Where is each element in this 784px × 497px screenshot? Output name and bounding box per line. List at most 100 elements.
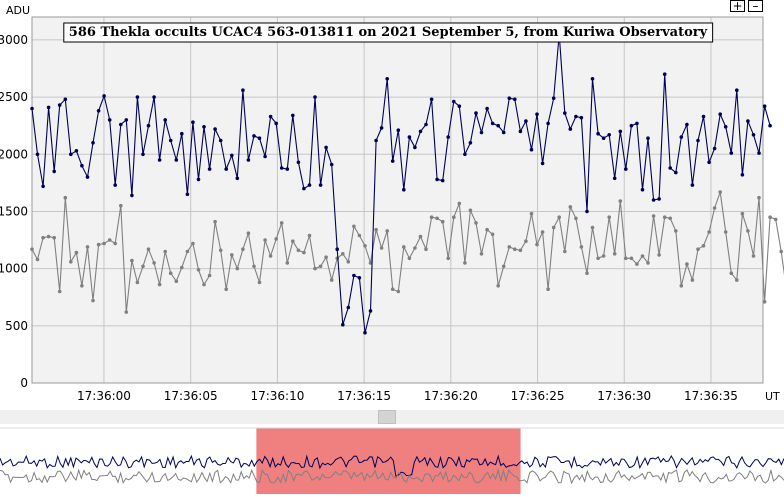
data-point-0 <box>402 187 406 192</box>
data-point-0 <box>413 145 417 150</box>
data-point-1 <box>307 233 312 238</box>
y-tick-label: 1500 <box>0 204 28 218</box>
chart-area: 0 500 1000 1500 2000 2500 3000 17:36:00 17:36:05… <box>0 0 784 403</box>
navigator-window[interactable] <box>256 428 521 494</box>
data-point-0 <box>513 97 517 102</box>
data-point-0 <box>35 152 40 157</box>
data-point-1 <box>191 241 195 246</box>
navigator-scroll-thumb[interactable] <box>378 410 396 424</box>
x-axis-label: UT <box>765 390 780 403</box>
data-point-1 <box>657 253 661 257</box>
data-point-0 <box>479 130 484 135</box>
data-point-1 <box>474 221 478 225</box>
data-point-0 <box>690 183 695 187</box>
data-point-1 <box>690 278 695 282</box>
data-point-1 <box>152 261 156 265</box>
data-point-0 <box>368 309 373 313</box>
navigator-svg[interactable] <box>0 410 784 497</box>
data-point-0 <box>674 170 678 175</box>
data-point-1 <box>230 253 234 257</box>
data-point-0 <box>246 158 251 162</box>
data-point-0 <box>207 167 212 171</box>
data-point-0 <box>180 131 184 136</box>
data-point-1 <box>96 242 101 247</box>
range-navigator[interactable] <box>0 410 784 497</box>
data-point-1 <box>635 262 639 266</box>
data-point-0 <box>318 183 323 187</box>
data-point-1 <box>685 262 689 266</box>
data-point-0 <box>274 121 279 126</box>
y-axis-label: ADU <box>6 4 30 17</box>
data-point-0 <box>568 127 573 131</box>
zoom-in-button[interactable]: + <box>730 0 745 12</box>
data-point-1 <box>485 227 489 232</box>
chart-title: 586 Thekla occults UCAC4 563-013811 on 2… <box>69 25 708 40</box>
data-point-1 <box>74 250 79 255</box>
data-point-0 <box>546 121 550 126</box>
data-point-1 <box>390 287 395 292</box>
data-point-1 <box>268 254 273 258</box>
data-point-1 <box>457 201 462 206</box>
zoom-out-button[interactable]: – <box>748 0 763 12</box>
data-point-0 <box>646 136 650 140</box>
data-point-0 <box>396 128 401 132</box>
data-point-1 <box>718 190 722 194</box>
data-point-0 <box>768 123 772 128</box>
data-point-1 <box>357 233 362 238</box>
data-point-0 <box>329 162 334 167</box>
data-point-1 <box>590 225 595 230</box>
data-point-1 <box>157 282 162 287</box>
data-point-1 <box>224 287 228 292</box>
data-point-0 <box>341 322 345 327</box>
data-point-0 <box>224 167 228 171</box>
data-point-1 <box>646 261 650 265</box>
data-point-0 <box>74 149 79 153</box>
data-point-1 <box>696 247 700 251</box>
data-point-0 <box>474 111 478 115</box>
data-point-0 <box>291 113 295 118</box>
plot-background <box>32 17 763 383</box>
data-point-0 <box>452 99 456 104</box>
y-tick-label: 2000 <box>0 147 28 161</box>
data-point-1 <box>463 261 467 265</box>
data-point-1 <box>413 246 417 250</box>
data-point-1 <box>768 215 772 219</box>
data-point-0 <box>30 106 34 111</box>
data-point-1 <box>246 231 251 235</box>
data-point-0 <box>457 104 462 108</box>
data-point-1 <box>80 284 84 288</box>
data-point-0 <box>651 198 656 202</box>
data-point-0 <box>762 104 767 108</box>
data-point-0 <box>712 146 717 151</box>
data-point-0 <box>235 176 240 181</box>
data-point-1 <box>374 227 378 232</box>
data-point-0 <box>696 138 700 143</box>
data-point-0 <box>52 169 56 174</box>
data-point-1 <box>168 271 173 276</box>
data-point-1 <box>746 229 750 233</box>
data-point-0 <box>485 106 489 111</box>
data-point-0 <box>640 187 645 192</box>
data-point-0 <box>424 122 428 127</box>
data-point-0 <box>518 129 523 134</box>
data-point-1 <box>329 278 334 282</box>
navigator-series-line-1 <box>0 468 784 485</box>
data-point-1 <box>585 271 589 276</box>
navigator-series-line-0 <box>0 454 784 477</box>
x-tick-label: 17:36:00 <box>77 389 131 403</box>
data-point-0 <box>574 114 578 119</box>
data-point-0 <box>302 186 306 191</box>
data-point-1 <box>479 252 484 256</box>
data-point-0 <box>629 123 634 128</box>
data-point-1 <box>579 245 584 249</box>
chart-title-group: 586 Thekla occults UCAC4 563-013811 on 2… <box>63 22 714 43</box>
data-point-1 <box>624 256 628 261</box>
data-point-0 <box>446 135 451 139</box>
data-point-1 <box>701 244 706 248</box>
data-point-1 <box>263 238 267 242</box>
data-point-0 <box>157 158 162 162</box>
data-point-0 <box>263 154 267 159</box>
data-point-0 <box>63 97 68 102</box>
data-point-0 <box>85 175 90 179</box>
data-point-1 <box>507 245 512 249</box>
